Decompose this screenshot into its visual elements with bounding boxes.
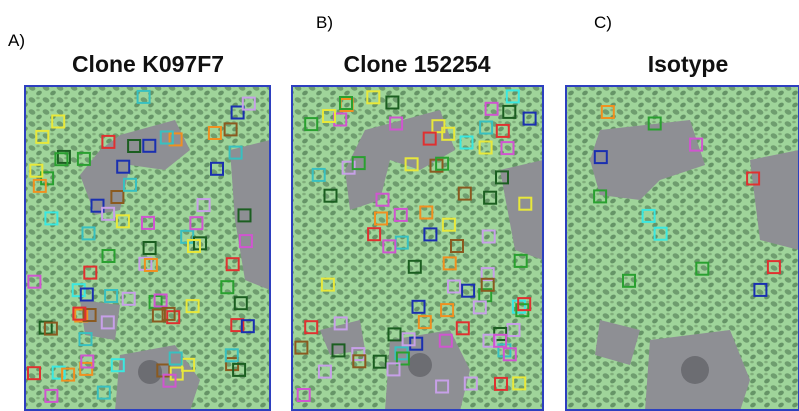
panel-label: A) xyxy=(8,31,25,50)
panel-title: Isotype xyxy=(648,51,729,77)
panel-title: Clone K097F7 xyxy=(72,51,224,77)
micrograph xyxy=(292,86,543,411)
panel-label: B) xyxy=(316,13,333,32)
panel-title: Clone 152254 xyxy=(343,51,490,77)
panel-label: C) xyxy=(594,13,612,32)
figure: A) B) C) Clone K097F7 Clone 152254 Isoty… xyxy=(0,0,799,411)
micrograph xyxy=(566,86,799,411)
